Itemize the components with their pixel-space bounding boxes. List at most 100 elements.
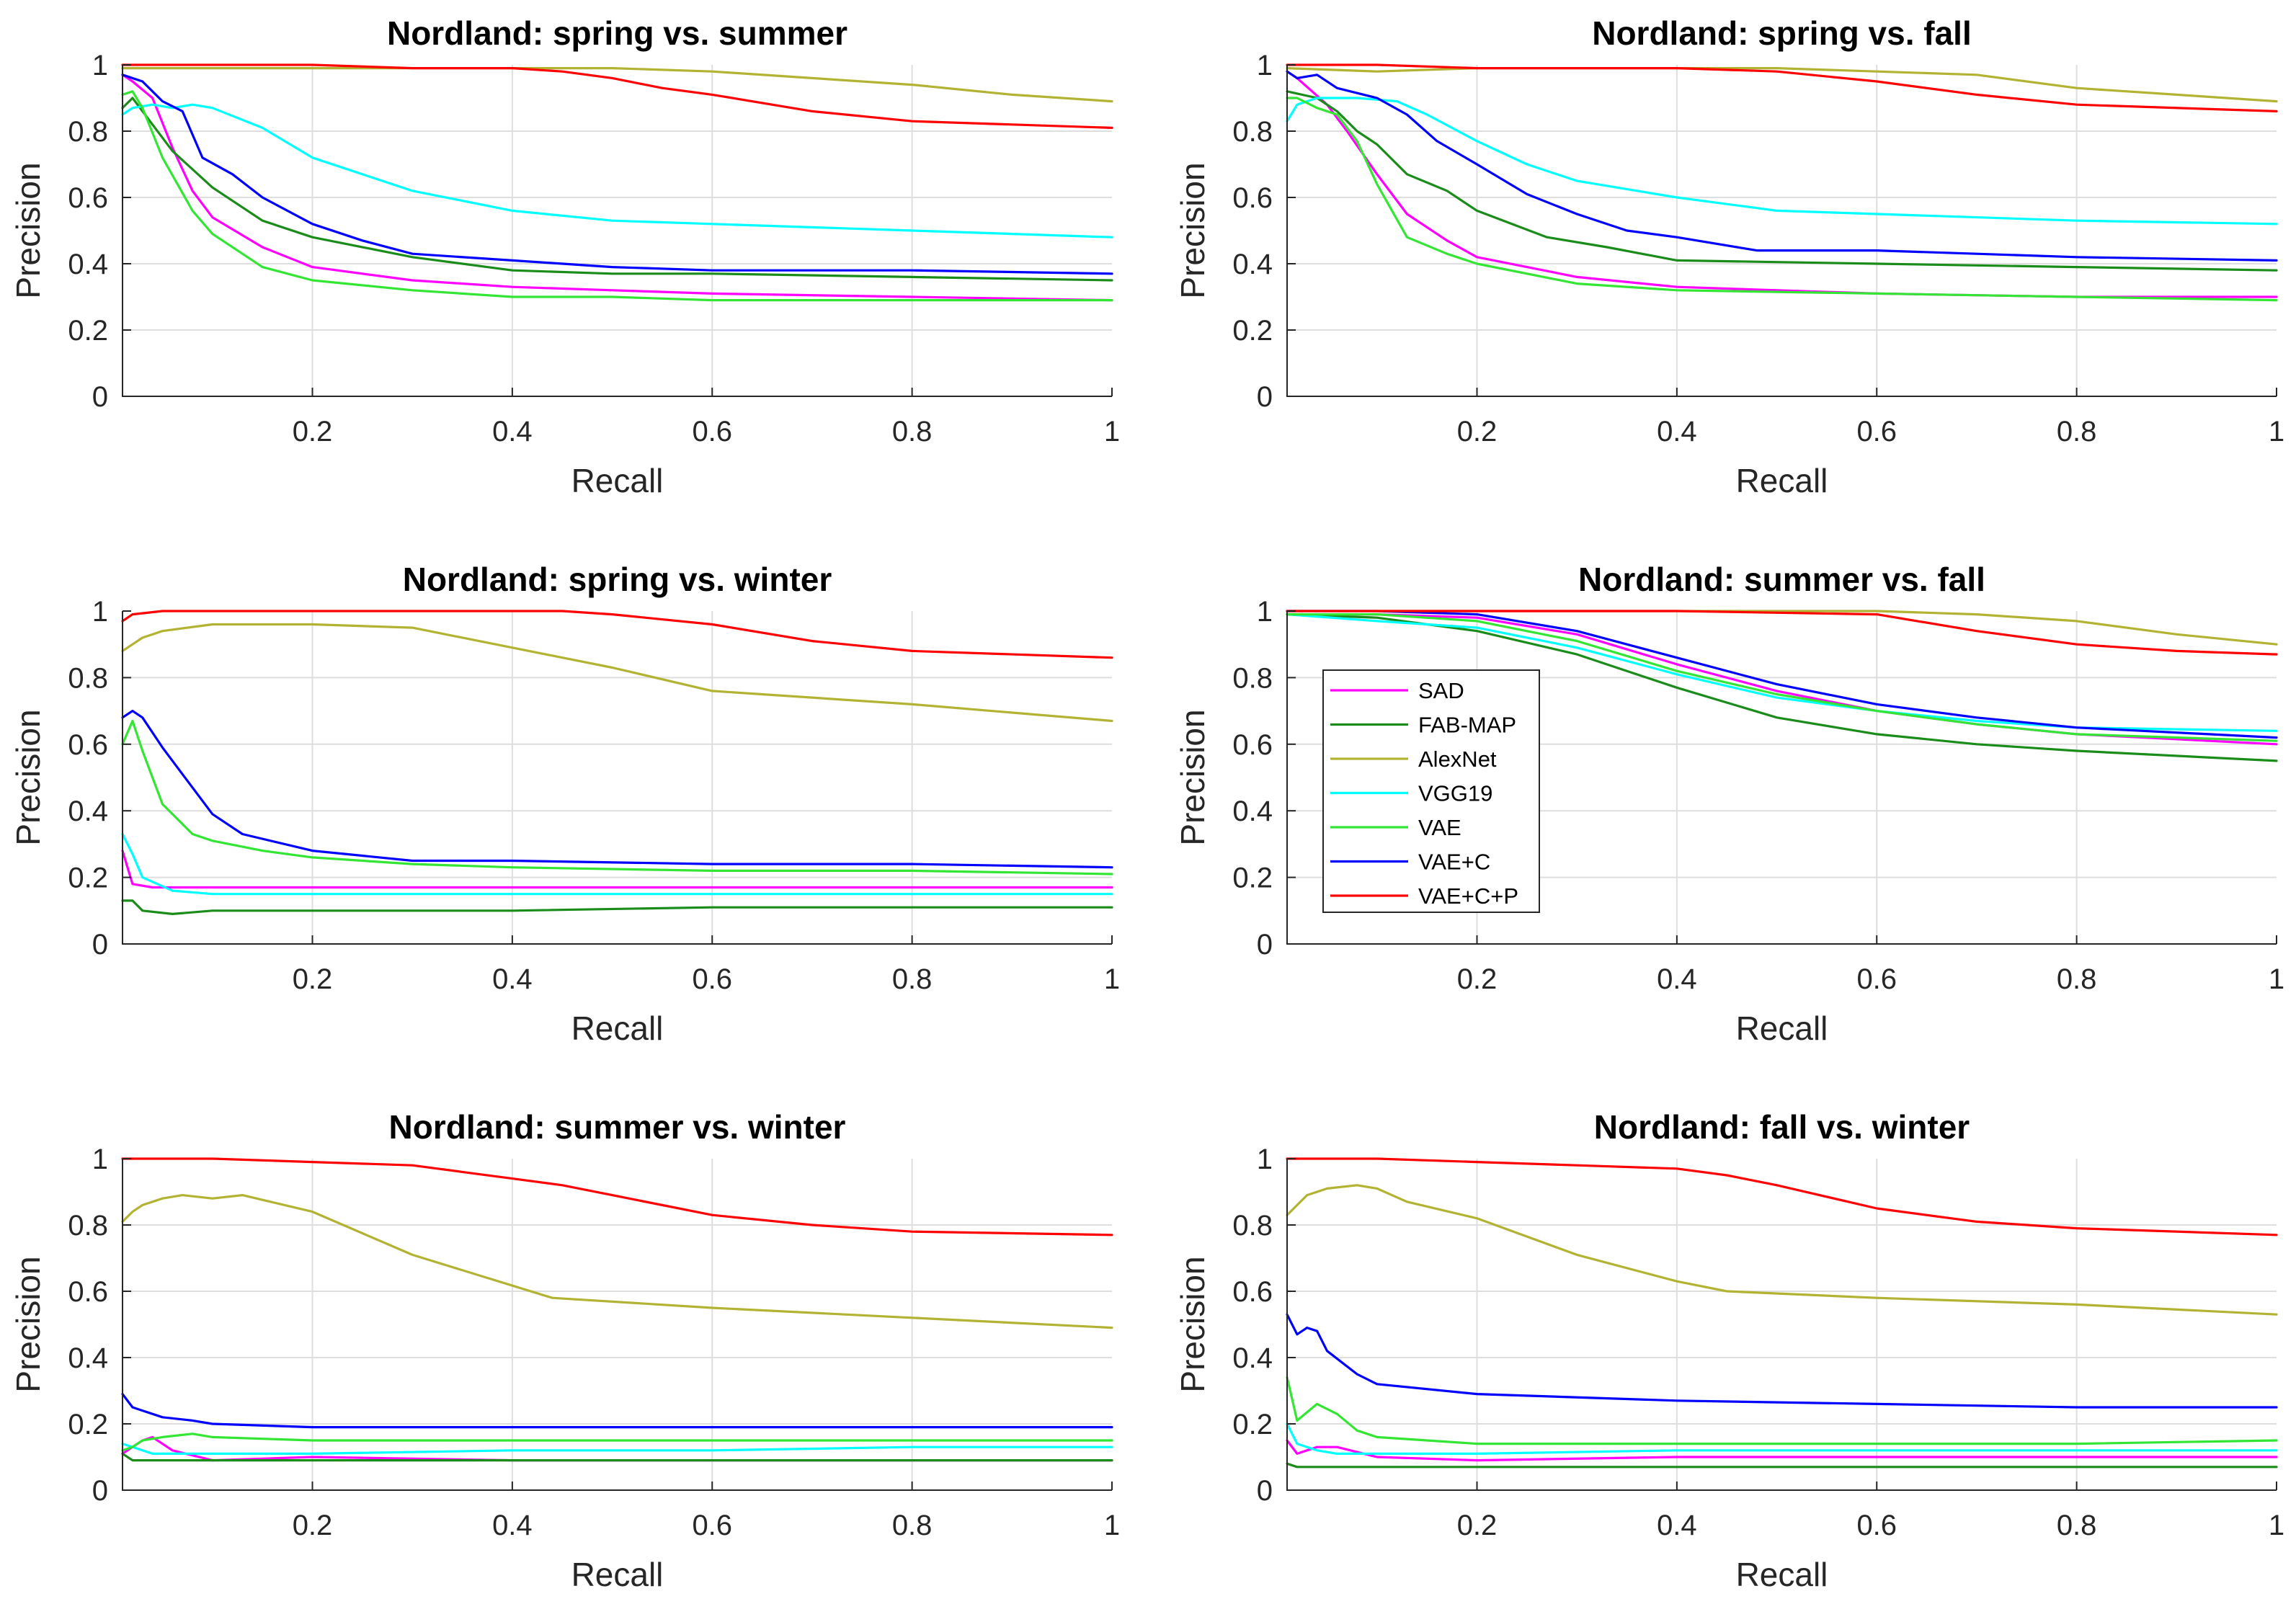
y-tick-label: 0.8	[68, 116, 108, 148]
y-tick-label: 0	[92, 381, 108, 413]
x-axis-label: Recall	[571, 1010, 664, 1047]
y-axis-label: Precision	[1174, 1256, 1211, 1392]
y-tick-label: 0.6	[68, 729, 108, 761]
y-axis-label: Precision	[1174, 162, 1211, 298]
series-line-vae-c-p	[121, 1157, 1113, 1237]
series-line-vae	[121, 1433, 1113, 1452]
y-tick-label: 0.2	[1232, 1409, 1273, 1440]
legend-label-vgg19: VGG19	[1418, 781, 1492, 806]
y-tick-label: 1	[92, 50, 108, 81]
x-tick-label: 0.2	[1457, 1510, 1498, 1541]
x-axis-label: Recall	[1736, 1010, 1828, 1047]
y-tick-label: 1	[92, 1144, 108, 1175]
series-line-sad	[121, 849, 1113, 889]
axes	[122, 65, 1112, 397]
series-line-alexnet	[121, 66, 1113, 103]
y-tick-label: 0	[92, 1475, 108, 1507]
series-line-vae-c	[121, 73, 1113, 275]
y-tick-label: 1	[92, 596, 108, 628]
x-tick-label: 0.6	[1856, 1510, 1897, 1541]
y-tick-label: 0.4	[68, 1342, 108, 1374]
y-tick-label: 0.6	[1232, 729, 1273, 761]
x-tick-label: 0.4	[1657, 963, 1697, 995]
legend-label-vae: VAE	[1418, 815, 1461, 840]
x-tick-label: 0.2	[293, 1510, 333, 1541]
x-tick-label: 1	[2269, 416, 2284, 447]
y-tick-label: 0.8	[68, 662, 108, 694]
legend-box	[1322, 669, 1540, 913]
y-axis-label: Precision	[1174, 709, 1211, 845]
legend-label-sad: SAD	[1418, 678, 1464, 703]
series-line-vae-c-p	[1286, 63, 2278, 112]
series-line-vae-c	[121, 709, 1113, 869]
x-tick-label: 0.8	[892, 416, 933, 447]
series-line-fab-map	[121, 899, 1113, 916]
chart-panel-3: 0.2 0.4 0.6 0.8 1 0 0.2 0.4 0.6 0.8 1 Nordland: spr…	[9, 561, 1120, 1047]
y-tick-label: 0.2	[68, 863, 108, 894]
x-tick-label: 0.6	[692, 1510, 732, 1541]
series-line-vae-c-p	[1286, 1157, 2278, 1237]
x-tick-label: 0.8	[892, 1510, 933, 1541]
x-tick-label: 0.4	[492, 963, 533, 995]
y-tick-label: 0.6	[1232, 1276, 1273, 1308]
x-tick-label: 1	[1104, 963, 1120, 995]
y-tick-label: 0.2	[1232, 315, 1273, 347]
y-tick-label: 0.8	[1232, 116, 1273, 148]
x-tick-label: 0.8	[2057, 416, 2097, 447]
x-tick-label: 0.2	[1457, 963, 1498, 995]
y-tick-label: 0.6	[68, 1276, 108, 1308]
series-line-vae	[1286, 97, 2278, 302]
series-line-alexnet	[1286, 66, 2278, 103]
series-line-vae-c-p	[1286, 610, 2278, 656]
series-line-vae	[1286, 612, 2278, 742]
y-tick-label: 0	[1257, 929, 1273, 961]
y-tick-label: 0	[1257, 1475, 1273, 1507]
series-line-vae	[121, 90, 1113, 302]
y-axis-label: Precision	[9, 709, 47, 845]
x-tick-label: 1	[2269, 1510, 2284, 1541]
x-tick-label: 1	[2269, 963, 2284, 995]
chart-title: Nordland: summer vs. winter	[389, 1108, 846, 1146]
x-tick-label: 0.4	[1657, 1510, 1697, 1541]
series-line-vgg19	[121, 1442, 1113, 1456]
x-tick-label: 0.8	[2057, 1510, 2097, 1541]
y-tick-label: 1	[1257, 596, 1273, 628]
x-tick-label: 1	[1104, 1510, 1120, 1541]
chart-title: Nordland: summer vs. fall	[1578, 561, 1985, 598]
series-line-fab-map	[121, 97, 1113, 282]
legend-label-alexnet: AlexNet	[1418, 747, 1497, 772]
x-tick-label: 0.2	[293, 963, 333, 995]
series-line-fab-map	[1286, 1462, 2278, 1469]
x-tick-label: 1	[1104, 416, 1120, 447]
x-tick-label: 0.6	[692, 963, 732, 995]
x-axis-label: Recall	[571, 462, 664, 499]
chart-panel-2: 0.2 0.4 0.6 0.8 1 0 0.2 0.4 0.6 0.8 1 Nordland: spr…	[1174, 14, 2284, 499]
series-line-vae	[1286, 1376, 2278, 1445]
chart-panel-1: 0.2 0.4 0.6 0.8 1 0 0.2 0.4 0.6 0.8 1 Nordland: spr…	[9, 14, 1120, 499]
legend-label-fab-map: FAB-MAP	[1418, 713, 1516, 738]
x-tick-label: 0.2	[1457, 416, 1498, 447]
chart-title: Nordland: spring vs. fall	[1592, 14, 1972, 52]
series-line-fab-map	[121, 1452, 1113, 1462]
legend-label-vae-c: VAE+C	[1418, 850, 1490, 875]
y-tick-label: 0.4	[68, 249, 108, 280]
series-line-fab-map	[1286, 90, 2278, 272]
series-line-vae-c	[121, 1392, 1113, 1429]
x-tick-label: 0.2	[293, 416, 333, 447]
series-line-vgg19	[121, 832, 1113, 896]
y-tick-label: 0.4	[1232, 796, 1273, 827]
series-line-vgg19	[121, 103, 1113, 239]
series-line-vgg19	[1286, 612, 2278, 732]
series-line-vae-c	[1286, 1313, 2278, 1409]
series-line-vgg19	[1286, 97, 2278, 226]
series-line-alexnet	[1286, 1184, 2278, 1316]
x-tick-label: 0.4	[492, 416, 533, 447]
chart-title: Nordland: spring vs. summer	[387, 14, 847, 52]
series-line-vae-c	[1286, 70, 2278, 262]
chart-panel-6: 0.2 0.4 0.6 0.8 1 0 0.2 0.4 0.6 0.8 1 Nordland: fal…	[1174, 1108, 2284, 1593]
series-line-sad	[1286, 1439, 2278, 1462]
x-tick-label: 0.8	[2057, 963, 2097, 995]
y-tick-label: 0	[92, 929, 108, 961]
x-tick-label: 0.4	[1657, 416, 1697, 447]
